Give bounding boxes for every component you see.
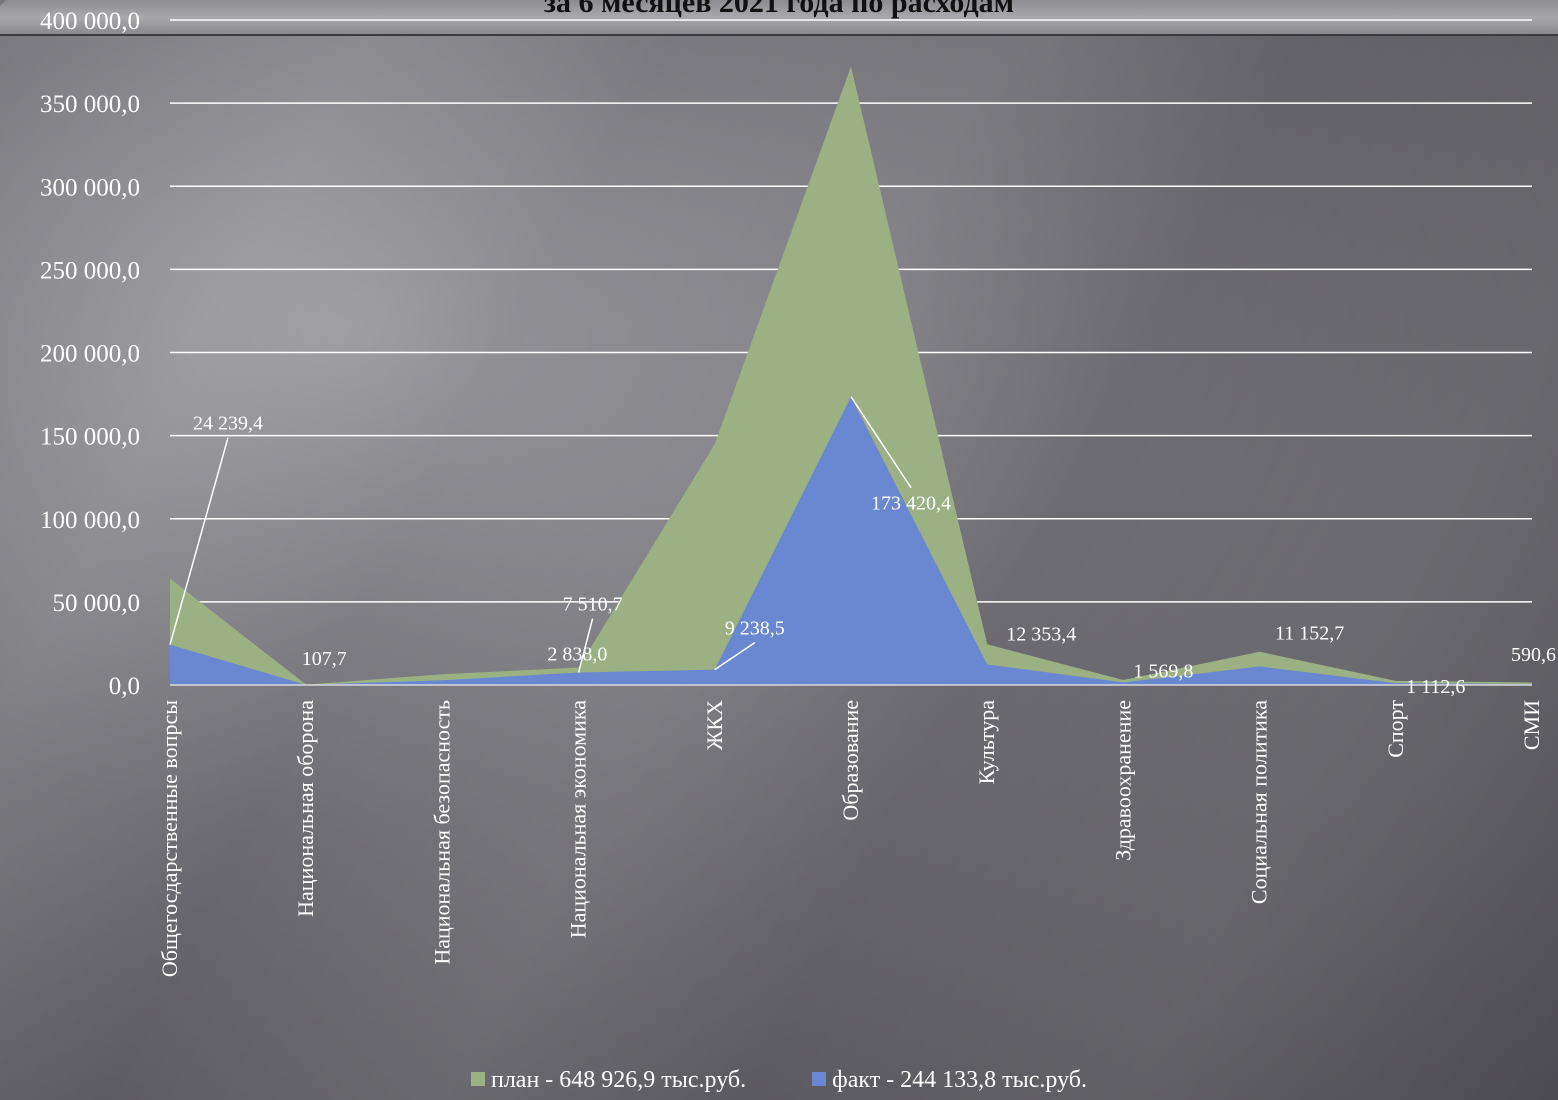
data-label: 1 112,6	[1406, 676, 1465, 698]
x-category-label: ЖКХ	[702, 700, 727, 750]
x-category-label: Здравоохранение	[1110, 700, 1135, 861]
y-tick-label: 150 000,0	[40, 424, 140, 451]
data-label: 107,7	[302, 648, 347, 670]
area-series-0	[170, 66, 1532, 686]
data-label: 1 569,8	[1133, 660, 1193, 682]
y-tick-label: 350 000,0	[40, 91, 140, 118]
y-tick-label: 200 000,0	[40, 341, 140, 368]
x-category-label: Социальная политика	[1247, 700, 1272, 904]
x-category-label: Культура	[974, 700, 999, 785]
data-label: 2 838,0	[547, 643, 607, 665]
data-label-leader	[577, 618, 594, 673]
data-label: 173 420,4	[871, 493, 951, 515]
legend-label-fact: факт - 244 133,8 тыс.руб.	[832, 1067, 1088, 1093]
y-tick-label: 50 000,0	[53, 590, 141, 617]
title-bar	[0, 0, 1558, 36]
data-label: 590,6	[1511, 644, 1556, 666]
legend: план - 648 926,9 тыс.руб. факт - 244 133…	[0, 1067, 1558, 1094]
data-label: 11 152,7	[1275, 622, 1344, 644]
x-category-label: Национальная оборона	[293, 700, 318, 917]
legend-item-fact: факт - 244 133,8 тыс.руб.	[812, 1067, 1087, 1094]
legend-label-plan: план - 648 926,9 тыс.руб.	[490, 1067, 747, 1093]
data-label-leader	[714, 642, 756, 671]
data-label-leader	[169, 437, 229, 645]
x-category-label: Образование	[838, 700, 863, 821]
legend-swatch-fact	[812, 1072, 827, 1086]
x-category-label: Национальная безопасность	[429, 700, 454, 965]
y-tick-label: 400 000,0	[40, 8, 140, 35]
x-category-label: Спорт	[1383, 700, 1408, 758]
chart-title: за 6 месяцев 2021 года по расходам	[543, 0, 1015, 19]
data-label-leader	[850, 396, 912, 489]
legend-swatch-plan	[470, 1072, 485, 1086]
area-series-1	[170, 396, 1532, 685]
data-label: 9 238,5	[725, 618, 785, 640]
data-label: 12 353,4	[1006, 623, 1076, 645]
legend-item-plan: план - 648 926,9 тыс.руб.	[470, 1067, 747, 1094]
y-tick-label: 250 000,0	[40, 257, 140, 284]
chart-plot: 0,0 50 000,0 100 000,0 150 000,0 200 000,0 25…	[40, 8, 1556, 977]
y-tick-label: 0,0	[109, 673, 140, 700]
data-label: 24 239,4	[193, 413, 263, 435]
x-category-label: СМИ	[1519, 700, 1544, 750]
data-label: 7 510,7	[563, 594, 623, 616]
y-tick-label: 100 000,0	[40, 507, 140, 534]
x-category-label: Национальная экономика	[566, 700, 591, 939]
x-category-label: Общегосдарственные вопрсы	[157, 700, 182, 977]
y-tick-label: 300 000,0	[40, 174, 140, 201]
